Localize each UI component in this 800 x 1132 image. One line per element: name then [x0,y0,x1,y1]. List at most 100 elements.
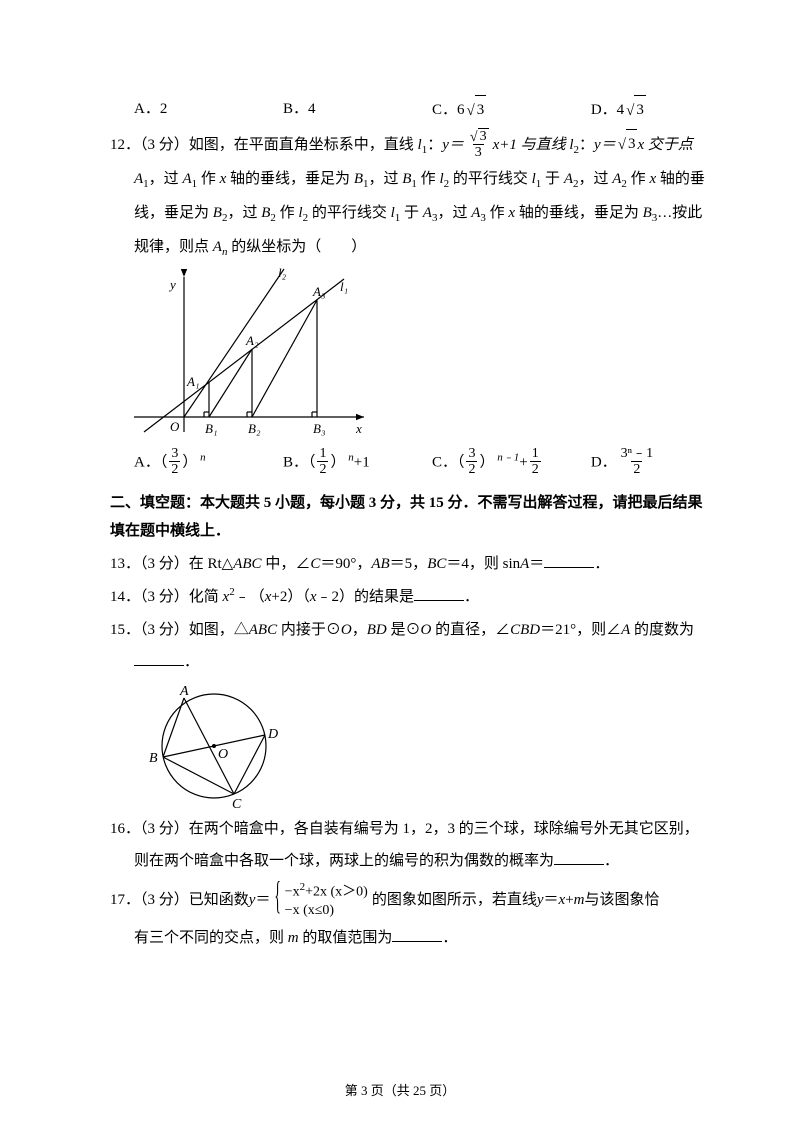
text: ＝ [529,556,544,572]
brace-icon: { [275,880,281,919]
text: BD [367,622,387,638]
text: ( [300,903,308,918]
svg-text:x: x [355,421,362,436]
text: y [537,886,544,915]
q11-optC: C．6 3 [432,95,591,125]
text: 规律，则点 [134,239,213,255]
case2: −x (x≤0) [285,902,368,920]
text: 作 [276,205,299,221]
text: x 交于点 [637,136,692,152]
text: 的取值范围为 [299,930,393,946]
svg-text:l₂: l₂ [278,267,287,280]
q11-optD-pre: D．4 [591,102,624,118]
text: 3ⁿ﹣1 [619,446,655,461]
q12-options: A．（32） n B．（12） n+1 C．（32） n﹣1+12 D．3ⁿ﹣1… [110,447,710,479]
blank-line [414,585,464,601]
svg-text:D: D [267,727,278,742]
text: 页） [426,1083,455,1098]
text: 13．（3 分）在 Rt△ [110,556,233,572]
text: ． [594,556,609,572]
fraction: 3ⁿ﹣12 [619,446,655,478]
q14: 14．（3 分）化简 x2﹣（x+2）（x﹣2）的结果是． [110,582,710,612]
text: ， [352,622,367,638]
text: − [285,884,293,899]
text: …按此 [657,205,702,221]
text: B [261,205,270,221]
text: +2）（ [271,589,309,605]
text: ≤0) [315,903,334,918]
text: O [421,622,432,638]
text: ＝ [544,886,559,915]
svg-text:A₁: A₁ [186,374,199,389]
q12-line3: 线，垂足为 B2，过 B2 作 l2 的平行线交 l1 于 A3，过 A3 作 … [110,199,710,229]
text: 作 [197,171,220,187]
coordinate-graph-icon: yxOl₂l₁A₁A₂A₃B₁B₂B₃ [134,267,364,447]
text: ＞0) [342,884,368,899]
text: A [423,205,432,221]
text: x [320,884,327,899]
text: A [134,171,143,187]
text: ． [442,930,457,946]
sqrt-icon: 3 [616,129,638,159]
text: 的度数为 [630,622,694,638]
text: 作 [627,171,650,187]
q11-optA: A．2 [134,95,283,125]
q16-l2: 则在两个暗盒中各取一个球，两球上的编号的积为偶数的概率为． [110,847,710,876]
page: A．2 B．4 C．63 D．43 12．（3 分）如图，在平面直角坐标系中，直… [0,0,800,1132]
text: 的平行线交 [449,171,532,187]
text: ，过 [149,171,183,187]
text: y [249,886,256,915]
fraction: 33 [466,128,491,161]
sqrt-icon: 3 [464,95,486,125]
case1: −x2+2x (x＞0) [285,880,368,902]
text: + [519,454,527,470]
text: CBD [510,622,540,638]
text: m [574,886,585,915]
text: ． [604,853,619,869]
text: y＝ [442,136,464,152]
q16-l1: 16．（3 分）在两个暗盒中，各自装有编号为 1，2，3 的三个球，球除编号外无… [110,815,710,844]
text: ，过 [227,205,261,221]
text: C．（ [432,454,465,470]
text: ＝4，则 sin [446,556,520,572]
text: 轴的垂线，垂足为 [515,205,643,221]
q12-graph: yxOl₂l₁A₁A₂A₃B₁B₂B₃ [110,267,710,447]
q12-line4: 规律，则点 An 的纵坐标为（ ） [110,233,710,263]
text: n﹣1 [494,451,519,463]
text: 2 [169,461,180,477]
text: 是⊙ [387,622,421,638]
text: ） [330,454,345,470]
text: 与该图象恰 [585,886,660,915]
text: 3 [626,129,638,159]
svg-text:B₃: B₃ [313,421,325,436]
text: 的纵坐标为（ ） [227,239,366,255]
text: − [285,903,293,918]
text: A [621,622,630,638]
fraction: 12 [317,446,328,478]
text: x+1 与直线 [493,136,570,152]
text: 的平行线交 [308,205,391,221]
sqrt-icon: 3 [624,95,646,125]
q11-optC-sqrt: 3 [475,95,487,125]
text: ，过 [437,205,471,221]
svg-text:l₁: l₁ [340,279,348,294]
text: 2 [530,461,541,477]
text: ﹣2）的结果是 [317,589,415,605]
sqrt-icon: 3 [468,128,489,144]
text: 3 [466,446,477,461]
text: ( [327,884,335,899]
svg-text:A: A [179,684,189,699]
circle-diagram-icon: ABCDO [134,681,294,811]
q17-l1: 17．（3 分）已知函数 y＝ { −x2+2x (x＞0) −x (x≤0) … [110,880,710,920]
text: A [564,171,573,187]
q11-optC-pre: C．6 [432,102,465,118]
text: BC [427,556,446,572]
text: 2 [317,461,328,477]
text: y＝ [594,136,616,152]
text: x [559,886,566,915]
text: 作 [486,205,509,221]
text: ： [579,136,594,152]
text: ） [479,454,494,470]
text: 轴的垂线，垂足为 [226,171,354,187]
text: 12．（3 分）如图，在平面直角坐标系中，直线 [110,136,418,152]
